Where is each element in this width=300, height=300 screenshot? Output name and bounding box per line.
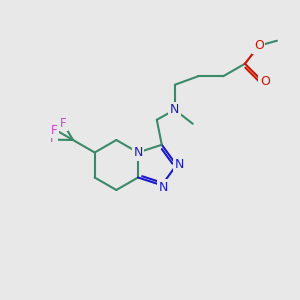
Text: F: F	[50, 132, 57, 145]
Text: O: O	[260, 75, 270, 88]
Text: N: N	[170, 103, 179, 116]
Text: N: N	[159, 181, 169, 194]
Text: F: F	[60, 117, 67, 130]
Text: N: N	[175, 158, 184, 172]
Text: N: N	[133, 146, 143, 159]
Text: F: F	[50, 124, 57, 136]
Text: O: O	[254, 39, 264, 52]
